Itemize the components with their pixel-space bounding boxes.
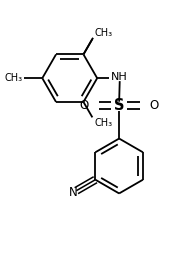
Text: S: S (114, 98, 124, 113)
Text: NH: NH (111, 72, 128, 82)
Text: CH₃: CH₃ (4, 73, 22, 83)
Text: N: N (69, 186, 77, 199)
Text: O: O (79, 99, 89, 112)
Text: CH₃: CH₃ (94, 118, 112, 128)
Text: CH₃: CH₃ (94, 28, 112, 38)
Text: O: O (150, 99, 159, 112)
